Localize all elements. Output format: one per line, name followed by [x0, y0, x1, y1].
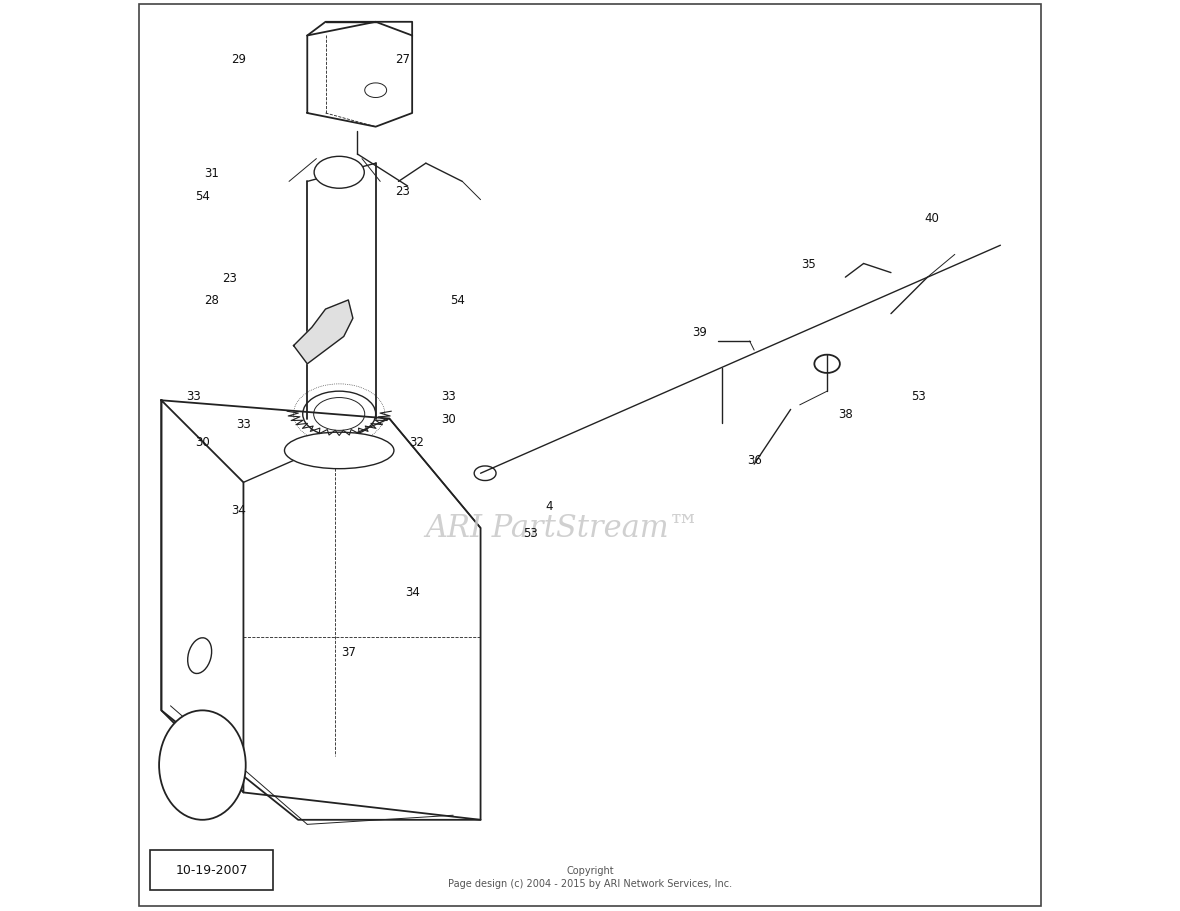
Text: 34: 34 [405, 586, 420, 599]
Text: 4: 4 [545, 499, 552, 512]
Text: 39: 39 [691, 326, 707, 339]
Text: Page design (c) 2004 - 2015 by ARI Network Services, Inc.: Page design (c) 2004 - 2015 by ARI Netwo… [448, 878, 732, 888]
Text: 23: 23 [222, 271, 237, 284]
Text: 23: 23 [395, 185, 411, 198]
Text: ARI PartStream™: ARI PartStream™ [426, 513, 700, 544]
Text: 38: 38 [838, 408, 853, 421]
Text: 53: 53 [524, 527, 538, 539]
Text: 10-19-2007: 10-19-2007 [176, 864, 248, 876]
Text: Copyright: Copyright [566, 865, 614, 875]
Text: 29: 29 [231, 53, 247, 66]
Text: 32: 32 [409, 435, 424, 448]
Text: 31: 31 [204, 167, 219, 179]
Text: 35: 35 [801, 258, 817, 271]
Polygon shape [294, 301, 353, 364]
Text: 34: 34 [231, 504, 247, 517]
Text: 53: 53 [911, 390, 925, 403]
Text: 27: 27 [395, 53, 411, 66]
Text: 28: 28 [204, 294, 219, 307]
Ellipse shape [284, 433, 394, 469]
Ellipse shape [159, 711, 245, 820]
Text: 36: 36 [747, 454, 761, 466]
Text: 33: 33 [441, 390, 455, 403]
Text: 37: 37 [341, 645, 355, 658]
FancyBboxPatch shape [150, 850, 273, 890]
Text: 33: 33 [236, 417, 251, 430]
Text: 54: 54 [451, 294, 465, 307]
Text: 33: 33 [186, 390, 201, 403]
Text: 54: 54 [195, 189, 210, 202]
Ellipse shape [314, 157, 365, 189]
Text: 30: 30 [195, 435, 210, 448]
Text: 30: 30 [441, 413, 455, 425]
Ellipse shape [188, 638, 211, 674]
Text: 40: 40 [925, 212, 939, 225]
